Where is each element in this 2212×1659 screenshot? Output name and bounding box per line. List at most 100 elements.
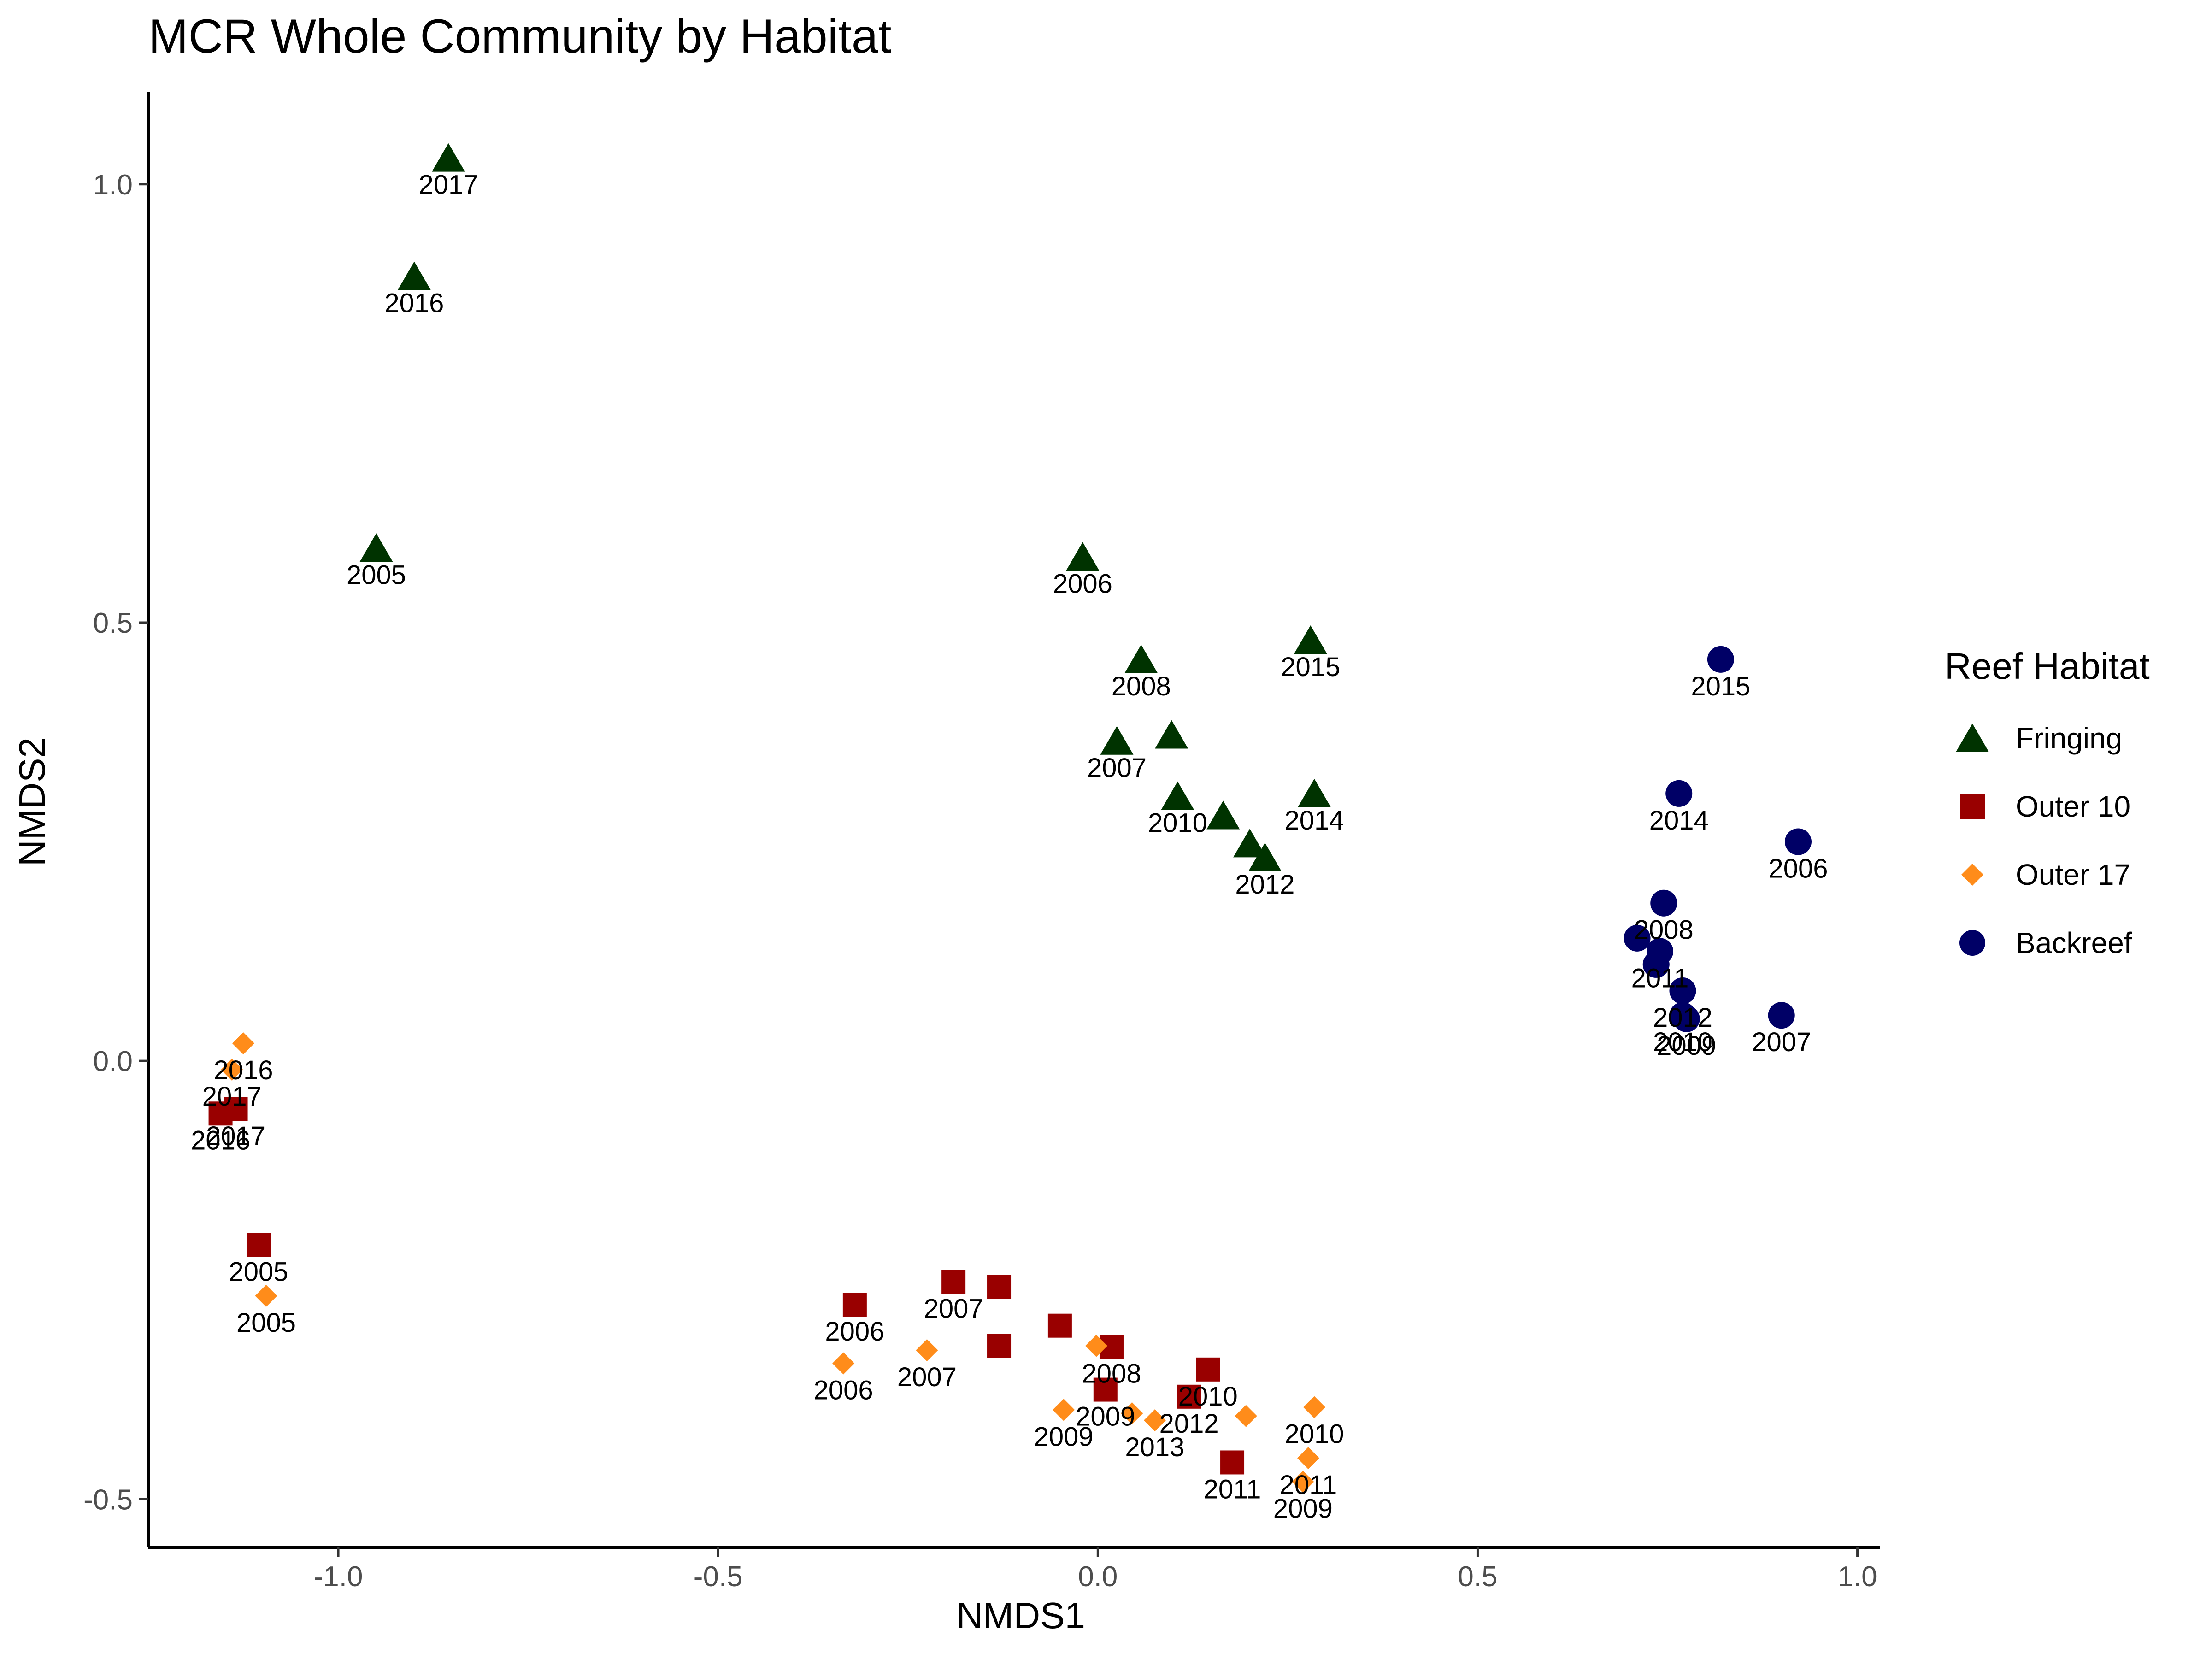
square-point xyxy=(987,1275,1012,1299)
point-label: 2009 xyxy=(1076,1402,1135,1432)
point-label: 2016 xyxy=(191,1125,250,1155)
square-point xyxy=(1047,1313,1072,1338)
circle-point xyxy=(1784,828,1812,855)
point-label: 2015 xyxy=(1281,652,1340,682)
point-label: 2012 xyxy=(1653,1003,1712,1033)
series-backreef xyxy=(1624,646,1812,1032)
triangle-point xyxy=(1233,829,1266,858)
point-label: 2007 xyxy=(897,1362,957,1392)
triangle-point xyxy=(432,143,465,172)
triangle-point xyxy=(1206,800,1240,830)
point-label: 2006 xyxy=(1053,569,1112,599)
triangle-point xyxy=(1294,625,1327,654)
diamond-point xyxy=(1303,1396,1326,1418)
diamond-point xyxy=(221,1059,243,1081)
diamond-point xyxy=(1085,1335,1108,1357)
point-label: 2009 xyxy=(1273,1494,1333,1524)
diamond-point xyxy=(916,1339,938,1361)
point-label: 2008 xyxy=(1112,671,1171,701)
point-label: 2014 xyxy=(1285,806,1344,835)
point-label: 2010 xyxy=(1148,808,1207,838)
x-tick-label: 0.5 xyxy=(1458,1561,1497,1593)
y-tick-label: 0.5 xyxy=(93,607,133,639)
triangle-point xyxy=(359,533,393,562)
series-fringing xyxy=(359,143,1331,871)
chart-title: MCR Whole Community by Habitat xyxy=(148,10,892,63)
point-label: 2005 xyxy=(229,1257,288,1287)
diamond-point xyxy=(255,1285,277,1307)
point-label: 2007 xyxy=(1087,753,1147,783)
point-label: 2011 xyxy=(1631,963,1689,993)
square-point xyxy=(208,1101,233,1126)
point-label: 2011 xyxy=(1204,1474,1261,1504)
diamond-point xyxy=(1292,1471,1314,1493)
square-point xyxy=(842,1293,867,1317)
point-label: 2007 xyxy=(1752,1027,1811,1057)
point-label: 2012 xyxy=(1235,870,1294,900)
square-point xyxy=(1093,1377,1118,1402)
point-label: 2008 xyxy=(1082,1359,1141,1388)
series-outer-10 xyxy=(208,1097,1245,1475)
y-axis-title: NMDS2 xyxy=(12,737,53,867)
diamond-point xyxy=(1121,1402,1143,1424)
point-label: 2010 xyxy=(1653,1027,1712,1057)
legend-item-fringing: Fringing xyxy=(1945,704,2150,772)
legend-item-backreef: Backreef xyxy=(1945,909,2150,977)
diamond-point xyxy=(832,1352,855,1375)
point-label: 2009 xyxy=(1034,1422,1094,1452)
y-tick-label: -0.5 xyxy=(83,1484,133,1516)
point-label: 2015 xyxy=(1691,671,1750,701)
point-label: 2017 xyxy=(202,1082,262,1112)
x-tick-label: -0.5 xyxy=(694,1561,743,1593)
series-outer-17 xyxy=(221,1032,1326,1493)
circle-point xyxy=(1669,977,1696,1004)
diamond-point xyxy=(232,1032,255,1055)
square-icon xyxy=(1945,779,2000,834)
point-label: 2006 xyxy=(814,1375,873,1405)
legend-label: Outer 10 xyxy=(2016,790,2131,823)
triangle-point xyxy=(1298,778,1331,807)
point-label: 2016 xyxy=(384,288,444,318)
y-tick-label: 1.0 xyxy=(93,169,133,201)
point-label: 2010 xyxy=(1285,1419,1344,1449)
point-label: 2005 xyxy=(347,560,406,590)
legend-item-outer-10: Outer 10 xyxy=(1945,772,2150,841)
point-label: 2006 xyxy=(1768,854,1828,884)
triangle-point xyxy=(1066,542,1100,571)
legend-item-outer-17: Outer 17 xyxy=(1945,841,2150,909)
point-label: 2005 xyxy=(236,1308,296,1338)
x-tick-label: -1.0 xyxy=(314,1561,363,1593)
triangle-point xyxy=(1100,726,1134,755)
circle-point xyxy=(1768,1002,1795,1029)
circle-point xyxy=(1673,1005,1700,1032)
diamond-point xyxy=(1053,1399,1075,1421)
square-point xyxy=(987,1334,1012,1358)
point-label: 2009 xyxy=(1657,1031,1716,1061)
y-tick-label: 0.0 xyxy=(93,1046,133,1077)
square-point xyxy=(1220,1450,1245,1475)
legend: Reef Habitat Fringing Outer 10 Outer 17 … xyxy=(1945,645,2150,977)
point-label: 2014 xyxy=(1649,806,1709,835)
circle-point xyxy=(1650,889,1677,917)
x-tick-label: 0.0 xyxy=(1078,1561,1118,1593)
square-point xyxy=(1177,1384,1201,1409)
triangle-icon xyxy=(1945,711,2000,766)
point-label: 2011 xyxy=(1280,1470,1337,1500)
point-label: 2008 xyxy=(1634,915,1694,945)
circle-point xyxy=(1707,646,1734,673)
x-axis-title-text: NMDS1 xyxy=(956,1595,1086,1636)
square-point xyxy=(246,1233,271,1257)
x-tick-label: 1.0 xyxy=(1837,1561,1877,1593)
triangle-point xyxy=(1124,644,1158,673)
triangle-point xyxy=(1161,781,1194,810)
legend-label: Fringing xyxy=(2016,722,2123,755)
circle-point xyxy=(1624,924,1651,952)
point-label: 2010 xyxy=(1178,1382,1238,1412)
point-label: 2007 xyxy=(924,1294,983,1324)
